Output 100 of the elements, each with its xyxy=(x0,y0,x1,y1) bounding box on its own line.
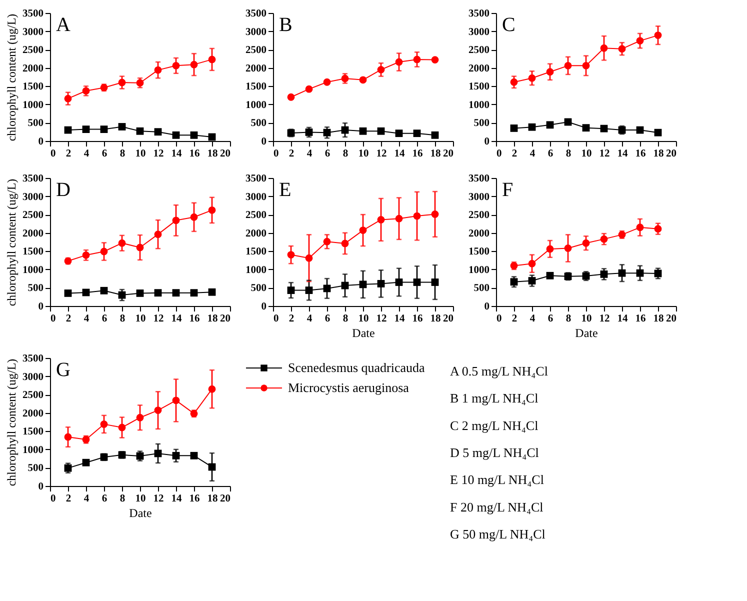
x-tick-label: 6 xyxy=(548,314,554,324)
point xyxy=(636,37,644,44)
x-tick-label: 10 xyxy=(358,314,369,324)
text: F 20 mg/L NH₄Cl xyxy=(450,499,544,514)
point xyxy=(172,62,180,70)
x-tick-label: 2 xyxy=(66,494,72,504)
point xyxy=(413,130,421,138)
text: G 50 mg/L NH₄Cl xyxy=(450,526,546,542)
y-tick-label: 500 xyxy=(28,463,44,474)
point xyxy=(100,286,108,294)
point xyxy=(100,248,108,256)
y-axis-title: chlorophyll content (ug/L) xyxy=(4,14,18,142)
point xyxy=(172,216,180,224)
point xyxy=(82,126,90,134)
point xyxy=(395,278,403,286)
x-axis-title: Date xyxy=(575,326,598,340)
y-tick-label: 3000 xyxy=(468,192,490,203)
point xyxy=(582,124,590,132)
y-tick-label: 2000 xyxy=(22,63,44,74)
x-tick-label: 2 xyxy=(66,148,72,160)
x-tick-label: 12 xyxy=(599,314,610,324)
point xyxy=(208,385,216,393)
point xyxy=(64,289,72,297)
point xyxy=(618,45,626,53)
point xyxy=(413,56,421,64)
point xyxy=(431,210,439,218)
point xyxy=(377,127,385,135)
point xyxy=(323,128,331,136)
y-tick-label: 2000 xyxy=(246,228,266,240)
point xyxy=(172,396,180,404)
x-tick-label: 20 xyxy=(220,148,230,160)
y-tick-label: 1500 xyxy=(22,82,44,93)
x-tick-label: 2 xyxy=(288,148,294,160)
y-tick-label: 2000 xyxy=(246,63,266,74)
point xyxy=(82,251,90,259)
x-tick-label: 18 xyxy=(207,494,218,504)
point xyxy=(546,121,554,129)
chart-title: A xyxy=(56,14,71,36)
x-tick-label: 16 xyxy=(189,314,200,324)
y-tick-label: 500 xyxy=(250,283,266,294)
y-tick-label: 500 xyxy=(250,118,266,130)
point xyxy=(528,74,536,82)
point xyxy=(154,128,162,136)
y-tick-label: 3000 xyxy=(246,192,266,203)
point xyxy=(305,254,313,262)
point xyxy=(287,286,295,294)
x-tick-label: 6 xyxy=(102,148,108,160)
x-tick-label: 2 xyxy=(512,314,518,324)
x-tick-label: 0 xyxy=(274,148,279,160)
x-tick-label: 20 xyxy=(666,148,676,160)
x-axis-title: Date xyxy=(352,326,375,340)
text: A 0.5 mg/L NH₄Cl xyxy=(450,364,548,379)
point xyxy=(341,240,349,248)
x-tick-label: 10 xyxy=(581,314,592,324)
x-tick-label: 10 xyxy=(581,148,592,160)
point xyxy=(172,289,180,297)
y-tick-label: 1000 xyxy=(22,444,44,456)
text: E 10 mg/L NH₄Cl xyxy=(450,472,544,488)
y-tick-label: 1000 xyxy=(246,100,266,111)
y-tick-label: 0 xyxy=(484,302,490,312)
y-tick-label: 2500 xyxy=(246,210,266,222)
x-tick-label: 4 xyxy=(84,494,90,504)
y-tick-label: 2500 xyxy=(22,45,44,56)
point xyxy=(100,126,108,134)
point xyxy=(287,93,295,101)
point xyxy=(323,78,331,86)
y-tick-label: 2500 xyxy=(246,45,266,56)
x-tick-label: 14 xyxy=(171,314,182,324)
x-tick-label: 16 xyxy=(189,148,200,160)
point xyxy=(528,260,536,268)
x-tick-label: 6 xyxy=(102,314,108,324)
point xyxy=(377,66,385,74)
point xyxy=(510,78,518,86)
point xyxy=(154,289,162,297)
y-tick-label: 2500 xyxy=(468,45,490,56)
point xyxy=(154,406,162,414)
point xyxy=(190,213,198,221)
point xyxy=(546,245,554,253)
y-tick-label: 3000 xyxy=(22,372,44,383)
point xyxy=(359,280,367,288)
y-tick-label: 3500 xyxy=(246,174,266,184)
point xyxy=(600,270,608,278)
point xyxy=(100,420,108,428)
x-tick-label: 12 xyxy=(599,148,610,160)
chart-title: F xyxy=(502,179,514,201)
y-tick-label: 0 xyxy=(484,136,490,148)
legend-label: Scenedesmus quadricauda xyxy=(288,360,426,375)
x-tick-label: 10 xyxy=(358,148,369,160)
x-tick-label: 14 xyxy=(171,148,182,160)
y-tick-label: 3500 xyxy=(22,8,44,20)
point xyxy=(564,244,572,252)
point xyxy=(323,238,331,246)
x-tick-label: 18 xyxy=(653,148,664,160)
point xyxy=(431,131,439,139)
point xyxy=(636,269,644,277)
point xyxy=(136,127,144,135)
chart-title: D xyxy=(56,179,70,201)
x-tick-label: 8 xyxy=(342,314,348,324)
x-tick-label: 20 xyxy=(443,314,454,324)
y-tick-label: 3500 xyxy=(22,174,44,184)
